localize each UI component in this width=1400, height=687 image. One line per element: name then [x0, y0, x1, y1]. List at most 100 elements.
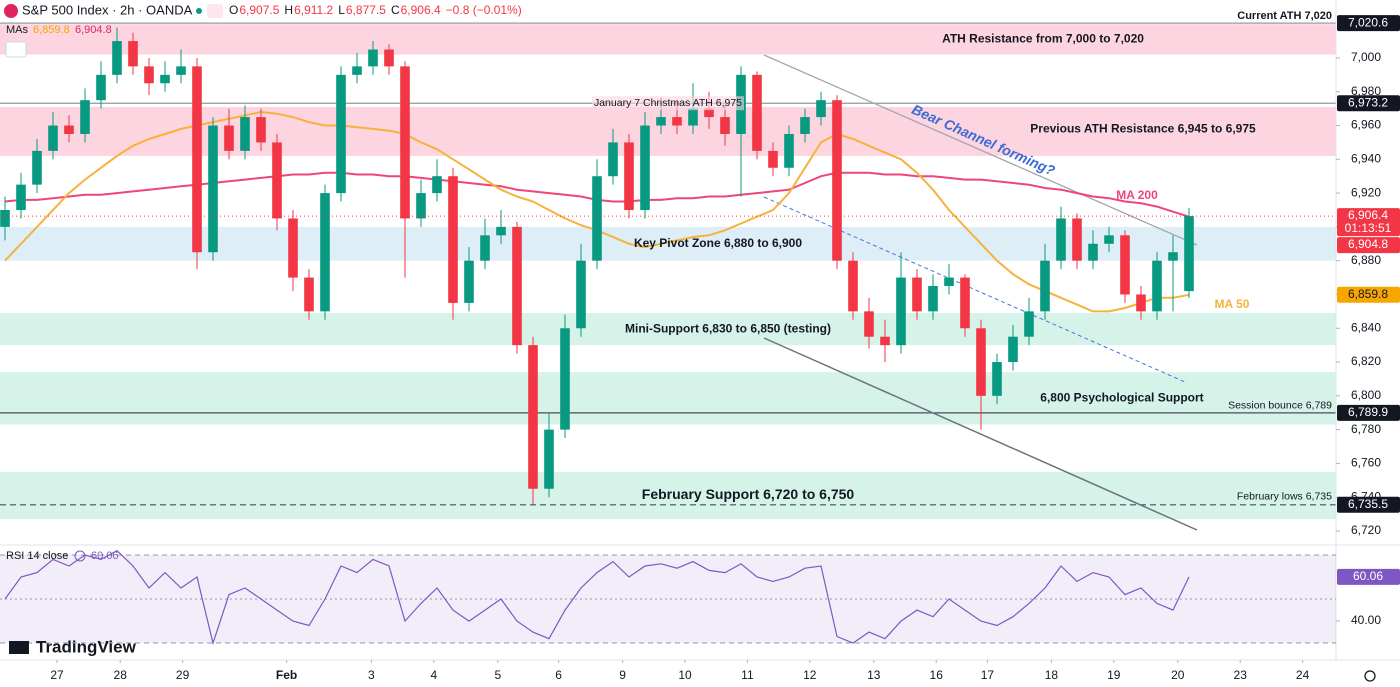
channel-upper — [763, 54, 1198, 246]
y-tick-label: 6,840 — [1351, 320, 1381, 334]
price-badge-label: 6,859.8 — [1348, 287, 1388, 301]
ohlc-change: −0.8 (−0.01%) — [446, 3, 522, 17]
candle-body — [1168, 252, 1178, 261]
candle-body — [496, 226, 506, 236]
x-tick-label: 20 — [1171, 668, 1185, 682]
ohlc-value: 6,907.5 — [239, 3, 279, 17]
candle-body — [768, 150, 778, 168]
level-label: Session bounce 6,789 — [1228, 400, 1332, 412]
candle-body — [992, 362, 1002, 396]
candle-body — [560, 328, 570, 430]
zone — [0, 471, 1336, 520]
rsi-title: RSI 14 close — [6, 550, 68, 562]
y-tick-label: 6,820 — [1351, 354, 1381, 368]
candle-body — [480, 235, 490, 261]
ma-legend-value: 6,904.8 — [75, 24, 112, 36]
candle-body — [928, 286, 938, 312]
candle-body — [400, 66, 410, 219]
candle-body — [1184, 216, 1194, 292]
candle-body — [1088, 243, 1098, 261]
zone — [0, 372, 1336, 425]
candle-body — [816, 100, 826, 118]
zone-label: ATH Resistance from 7,000 to 7,020 — [942, 32, 1144, 46]
candle-body — [256, 117, 266, 143]
candle-body — [96, 74, 106, 101]
ohlc-key: C — [391, 3, 400, 17]
candle-body — [224, 125, 234, 151]
ma-legend-title: MAs — [6, 24, 29, 36]
price-badge — [1337, 208, 1400, 237]
ma-label: MA 50 — [1215, 297, 1250, 311]
candle-body — [112, 41, 122, 75]
x-tick-label: 16 — [930, 668, 944, 682]
symbol-title: S&P 500 Index · 2h · OANDA — [22, 2, 193, 17]
candle-body — [1056, 218, 1066, 261]
candle-body — [1024, 311, 1034, 337]
rsi-line — [4, 549, 1190, 646]
candle-body — [288, 218, 298, 278]
rsi-value: 60.06 — [91, 550, 119, 562]
candle-body — [128, 41, 138, 67]
rsi-badge — [1337, 568, 1400, 585]
settings-button[interactable] — [1364, 670, 1376, 682]
candle-body — [1008, 336, 1018, 363]
zone — [0, 106, 1336, 156]
candle-body — [16, 184, 26, 210]
candle-body — [32, 150, 42, 185]
candle-body — [960, 277, 970, 329]
candle-body — [1120, 235, 1130, 295]
y-tick-label: 6,760 — [1351, 456, 1381, 470]
status-badge — [207, 4, 223, 18]
price-badge — [1337, 286, 1400, 303]
level-label-bg — [592, 96, 744, 111]
candle-body — [384, 49, 394, 67]
price-badge — [1337, 95, 1400, 112]
candle-body — [832, 100, 842, 261]
x-tick-label: 13 — [867, 668, 881, 682]
y-tick-label: 6,720 — [1351, 523, 1381, 537]
rsi-badge-label: 60.06 — [1353, 569, 1383, 583]
candle-body — [608, 142, 618, 177]
x-tick-label: 18 — [1045, 668, 1059, 682]
x-tick-label: 23 — [1234, 668, 1248, 682]
x-tick-label: 27 — [50, 668, 64, 682]
x-tick-label: 11 — [741, 668, 754, 682]
x-tick-label: 9 — [619, 668, 626, 682]
candle-body — [1104, 235, 1114, 244]
candle-body — [800, 117, 810, 134]
y-tick-label: 6,880 — [1351, 253, 1381, 267]
candle-body — [416, 193, 426, 219]
candle-body — [976, 328, 986, 396]
zone-label: Mini-Support 6,830 to 6,850 (testing) — [625, 321, 831, 335]
ohlc-key: L — [338, 3, 345, 17]
x-tick-label: 28 — [114, 668, 128, 682]
candle-body — [448, 176, 458, 303]
candle-body — [368, 49, 378, 67]
candle-body — [144, 66, 154, 84]
y-tick-label: 6,980 — [1351, 84, 1381, 98]
price-badge-label: 6,973.2 — [1348, 95, 1388, 109]
x-tick-label: 24 — [1296, 668, 1310, 682]
candle-body — [592, 176, 602, 261]
candle-body — [1152, 260, 1162, 312]
candle-body — [640, 125, 650, 210]
level-label: February lows 6,735 — [1237, 491, 1332, 503]
ma-legend-value: 6,859.8 — [33, 24, 70, 36]
symbol-logo — [4, 4, 18, 18]
price-badge-label: 6,906.4 — [1348, 208, 1388, 222]
candle-body — [160, 74, 170, 84]
candle-body — [1040, 260, 1050, 312]
collapse-button[interactable] — [5, 41, 27, 58]
candle-body — [192, 66, 202, 253]
candle-body — [80, 100, 90, 134]
candle-body — [1136, 294, 1146, 312]
candle-body — [176, 66, 186, 75]
candle-body — [208, 125, 218, 253]
candle-body — [864, 311, 874, 337]
x-tick-label: 3 — [368, 668, 375, 682]
candle-body — [464, 260, 474, 303]
candle-body — [0, 209, 10, 227]
candle-body — [704, 108, 714, 118]
candle-body — [880, 336, 890, 346]
price-badge — [1337, 237, 1400, 254]
